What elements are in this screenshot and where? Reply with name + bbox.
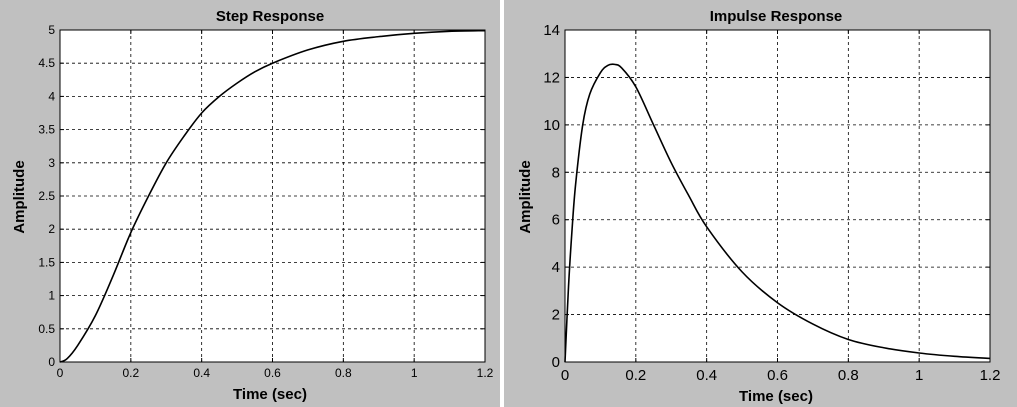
impulse-response-ytick-label: 4 [552,259,560,276]
step-response-xtick-label: 0.8 [335,366,352,380]
impulse-response-ytick-label: 12 [543,69,560,86]
impulse-response-ytick-label: 0 [552,354,560,371]
step-response-ytick-label: 0 [48,355,55,369]
panel-divider [500,0,504,407]
step-response-ytick-label: 1 [48,289,55,303]
impulse-response-xtick-label: 1.2 [980,367,1001,384]
impulse-response-curve [564,63,991,363]
impulse-response-chart: 0 0.2 0.4 0.6 0.8 1 1.2 0 2 4 6 8 10 12 14 Impulse Res… [517,8,1000,405]
step-response-ytick-label: 4 [48,89,55,103]
impulse-response-ytick-label: 10 [543,117,560,134]
step-response-xtick-label: 0.2 [122,366,139,380]
step-response-curve [59,29,486,363]
impulse-response-ytick-label: 14 [543,22,560,39]
step-response-title: Step Response [216,8,324,25]
step-response-ytick-label: 4.5 [38,56,55,70]
step-response-ylabel: Amplitude [11,160,28,233]
impulse-response-xtick-label: 0.2 [625,367,646,384]
impulse-response-xtick-label: 0.6 [767,367,788,384]
step-response-ytick-label: 3.5 [38,123,55,137]
step-response-ytick-label: 2 [48,222,55,236]
impulse-response-xtick-label: 0 [561,367,569,384]
step-response-xtick-label: 0 [57,366,64,380]
step-response-ytick-label: 2.5 [38,189,55,203]
step-response-ytick-label: 0.5 [38,322,55,336]
step-response-xtick-label: 0.6 [264,366,281,380]
impulse-response-xtick-label: 0.8 [838,367,859,384]
step-response-ytick-label: 3 [48,156,55,170]
step-response-xtick-label: 1.2 [477,366,494,380]
impulse-response-xtick-label: 0.4 [696,367,717,384]
impulse-response-xlabel: Time (sec) [739,388,813,405]
impulse-response-ytick-label: 8 [552,164,560,181]
impulse-response-ytick-label: 6 [552,212,560,229]
impulse-response-ticks: 0 0.2 0.4 0.6 0.8 1 1.2 0 2 4 6 8 10 12 14 [543,22,1000,384]
impulse-response-title: Impulse Response [710,8,843,25]
step-response-ytick-label: 1.5 [38,255,55,269]
step-response-ticks: 0 0.2 0.4 0.6 0.8 1 1.2 0 0.5 1 1.5 2 2.5 3 3.5 4 4.5 5 [38,23,493,380]
step-response-grid [60,30,485,362]
step-response-xtick-label: 0.4 [193,366,210,380]
step-response-ytick-label: 5 [48,23,55,37]
step-response-xlabel: Time (sec) [233,386,307,403]
step-response-xtick-label: 1 [411,366,418,380]
step-response-chart: 0 0.2 0.4 0.6 0.8 1 1.2 0 0.5 1 1.5 2 2.5 3 3.5 4 4.5 5 S… [11,8,494,403]
impulse-response-ylabel: Amplitude [517,160,534,233]
impulse-response-xtick-label: 1 [915,367,923,384]
impulse-response-ytick-label: 2 [552,307,560,324]
